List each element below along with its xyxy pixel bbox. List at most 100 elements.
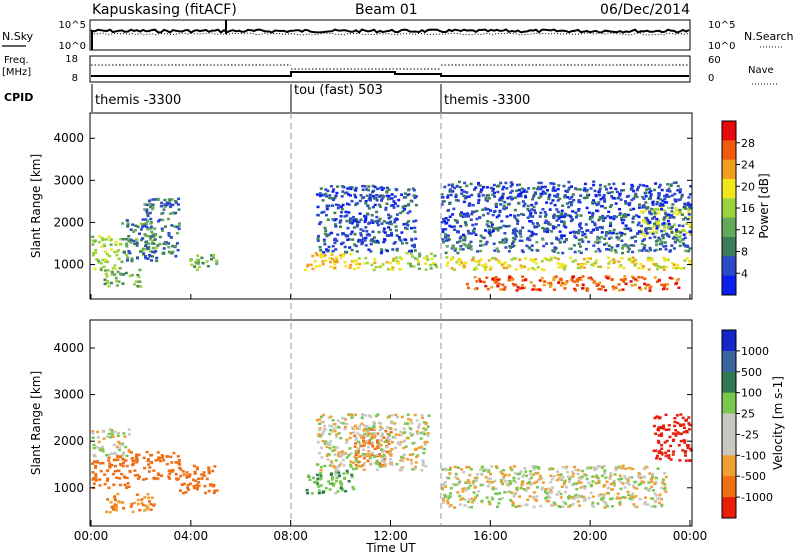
range-cell <box>323 442 327 446</box>
range-cell <box>478 216 482 219</box>
range-cell <box>333 466 337 469</box>
range-cell <box>675 279 679 282</box>
range-cell <box>587 211 591 214</box>
range-cell <box>501 238 505 242</box>
range-cell <box>455 219 459 223</box>
range-cell <box>376 446 380 449</box>
range-cell <box>595 226 599 230</box>
range-cell <box>362 444 366 447</box>
range-cell <box>119 455 123 458</box>
range-cell <box>634 192 638 196</box>
range-cell <box>653 209 656 213</box>
range-cell <box>577 209 580 212</box>
range-cell <box>350 248 354 252</box>
range-cell <box>489 477 492 481</box>
range-cell <box>176 248 180 252</box>
range-cell <box>167 246 171 249</box>
range-cell <box>458 180 461 184</box>
range-cell <box>632 496 636 499</box>
range-cell <box>507 224 511 228</box>
range-cell <box>390 231 393 235</box>
range-cell <box>315 481 319 485</box>
range-cell <box>479 483 483 487</box>
range-cell <box>597 201 601 204</box>
range-cell <box>319 472 323 475</box>
range-cell <box>133 242 136 246</box>
range-cell <box>659 198 662 201</box>
range-cell <box>158 235 162 239</box>
range-cell <box>178 222 181 225</box>
range-cell <box>510 183 514 186</box>
range-cell <box>534 211 537 215</box>
range-cell <box>614 251 618 254</box>
range-cell <box>94 478 98 481</box>
range-cell <box>174 461 178 464</box>
x-tick-label: 00:00 <box>74 529 109 543</box>
range-cell <box>399 466 403 470</box>
range-cell <box>534 233 538 236</box>
range-cell <box>389 461 393 464</box>
range-cell <box>444 485 448 488</box>
range-cell <box>623 486 627 489</box>
range-cell <box>316 237 320 240</box>
range-cell <box>424 262 427 265</box>
range-cell <box>458 248 462 251</box>
range-cell <box>514 196 518 199</box>
range-cell <box>434 263 438 267</box>
range-cell <box>383 463 387 466</box>
range-cell <box>448 215 452 218</box>
range-cell <box>640 480 644 483</box>
range-cell <box>606 191 610 195</box>
range-cell <box>661 203 665 206</box>
range-cell <box>202 474 206 477</box>
range-cell <box>97 259 100 262</box>
range-cell <box>328 257 332 260</box>
range-cell <box>333 473 337 476</box>
range-cell <box>596 235 600 239</box>
range-cell <box>180 483 184 486</box>
range-cell <box>444 236 447 239</box>
range-cell <box>333 238 336 242</box>
range-cell <box>550 242 554 245</box>
range-cell <box>516 214 520 217</box>
range-cell <box>621 251 625 255</box>
range-cell <box>512 284 516 287</box>
range-cell <box>671 237 675 240</box>
range-cell <box>618 208 622 211</box>
range-cell <box>518 495 521 498</box>
range-cell <box>446 196 450 199</box>
range-cell <box>511 232 515 235</box>
freq-right-tick-top: 60 <box>708 55 721 66</box>
range-cell <box>557 184 561 187</box>
range-cell <box>564 467 568 470</box>
range-cell <box>635 214 639 217</box>
range-cell <box>610 497 614 500</box>
range-cell <box>613 483 616 486</box>
range-cell <box>626 213 630 217</box>
range-cell <box>459 498 463 501</box>
range-cell <box>354 244 358 248</box>
range-cell <box>380 427 384 430</box>
range-cell <box>447 496 451 500</box>
range-cell <box>158 218 162 222</box>
range-cell <box>558 230 562 233</box>
range-cell <box>608 476 612 479</box>
range-cell <box>117 446 121 450</box>
range-cell <box>101 445 105 449</box>
range-cell <box>461 487 465 491</box>
range-cell <box>522 473 526 477</box>
range-cell <box>128 274 132 278</box>
range-cell <box>479 190 483 194</box>
x-tick-label: 16:00 <box>473 529 508 543</box>
range-cell <box>501 482 505 486</box>
range-cell <box>121 442 125 446</box>
range-cell <box>605 188 608 191</box>
range-cell <box>512 244 516 248</box>
range-cell <box>581 287 585 290</box>
range-cell <box>136 273 140 277</box>
range-cell <box>145 210 149 213</box>
range-cell <box>631 256 635 259</box>
range-cell <box>594 261 598 264</box>
range-cell <box>597 481 601 484</box>
range-cell <box>681 242 685 245</box>
